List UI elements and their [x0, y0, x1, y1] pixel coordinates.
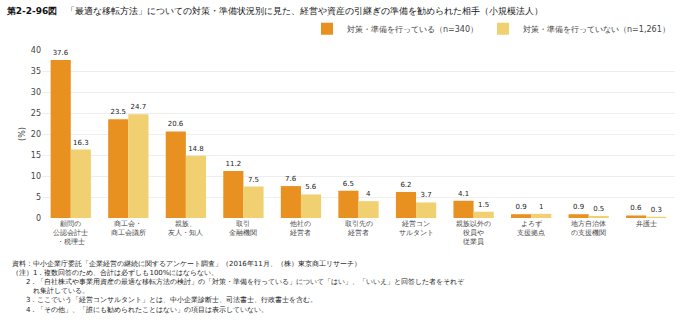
svg-text:0.9: 0.9 — [573, 203, 584, 211]
svg-text:16.3: 16.3 — [73, 139, 89, 147]
svg-text:5.6: 5.6 — [305, 183, 317, 191]
svg-text:4.1: 4.1 — [458, 190, 469, 198]
svg-text:0.3: 0.3 — [651, 206, 662, 214]
svg-text:37.6: 37.6 — [53, 49, 69, 57]
svg-text:20.6: 20.6 — [168, 120, 184, 128]
svg-text:資料：中小企業庁委託「企業経営の継続に関するアンケート調査」: 資料：中小企業庁委託「企業経営の継続に関するアンケート調査」（2016年11月、… — [12, 260, 465, 314]
svg-text:1: 1 — [539, 203, 543, 211]
svg-text:25: 25 — [31, 109, 41, 118]
svg-text:3.7: 3.7 — [421, 191, 432, 199]
svg-text:11.2: 11.2 — [226, 160, 242, 168]
svg-text:取引先の経営者: 取引先の経営者 — [345, 220, 373, 237]
svg-text:24.7: 24.7 — [131, 103, 147, 111]
svg-text:40: 40 — [31, 46, 41, 55]
svg-text:7.5: 7.5 — [248, 176, 259, 184]
svg-text:顧問の公認会計士・税理士: 顧問の公認会計士・税理士 — [53, 220, 88, 246]
svg-text:対策・準備を行っていない（n=1,261）: 対策・準備を行っていない（n=1,261） — [523, 25, 670, 34]
svg-text:商工会・商工会議所: 商工会・商工会議所 — [111, 220, 146, 237]
svg-text:30: 30 — [31, 88, 41, 97]
svg-text:14.8: 14.8 — [188, 145, 204, 153]
svg-text:0.9: 0.9 — [515, 203, 526, 211]
svg-text:取引金融機関: 取引金融機関 — [229, 220, 257, 237]
svg-text:(%): (%) — [18, 127, 27, 141]
svg-text:15: 15 — [31, 151, 41, 160]
svg-text:弁護士: 弁護士 — [636, 220, 657, 228]
svg-text:親族以外の役員や従業員: 親族以外の役員や従業員 — [456, 220, 491, 246]
svg-text:よろず支援拠点: よろず支援拠点 — [517, 220, 545, 237]
svg-text:6.5: 6.5 — [343, 180, 354, 188]
svg-text:6.2: 6.2 — [400, 181, 411, 189]
svg-text:対策・準備を行っている（n=340）: 対策・準備を行っている（n=340） — [347, 25, 478, 34]
svg-text:地方自治体の支援機関: 地方自治体の支援機関 — [570, 220, 606, 237]
svg-text:23.5: 23.5 — [110, 108, 126, 116]
svg-text:1.5: 1.5 — [478, 201, 489, 209]
svg-text:20: 20 — [31, 130, 41, 139]
svg-text:4: 4 — [366, 190, 371, 198]
svg-text:第2-2-96図 「最適な移転方法」についての対策・準備状況: 第2-2-96図 「最適な移転方法」についての対策・準備状況別に見た、経営や資産… — [6, 6, 544, 16]
svg-text:35: 35 — [31, 67, 41, 76]
svg-text:10: 10 — [31, 172, 41, 181]
svg-text:他社の経営者: 他社の経営者 — [289, 220, 311, 237]
svg-text:親族、友人・知人: 親族、友人・知人 — [168, 220, 203, 237]
svg-text:0.6: 0.6 — [630, 204, 642, 212]
svg-text:7.6: 7.6 — [285, 175, 297, 183]
svg-text:5: 5 — [36, 193, 41, 202]
svg-text:0.5: 0.5 — [593, 205, 604, 213]
svg-text:0: 0 — [36, 214, 41, 223]
svg-text:経営コンサルタント: 経営コンサルタント — [399, 220, 434, 237]
